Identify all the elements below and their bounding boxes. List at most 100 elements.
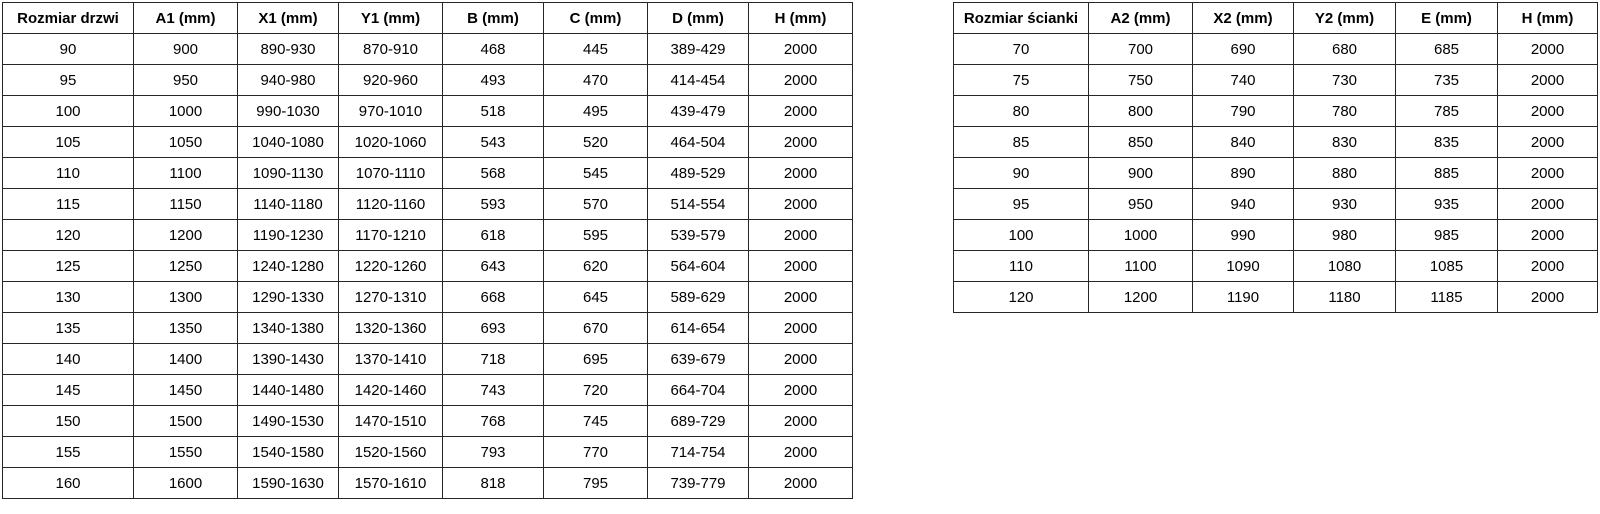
table-cell: 768 bbox=[442, 405, 544, 437]
table-cell: 743 bbox=[442, 374, 544, 406]
table-cell: 1590-1630 bbox=[237, 467, 339, 499]
table-cell: 920-960 bbox=[338, 64, 443, 96]
column-header: H (mm) bbox=[1497, 2, 1598, 34]
table-cell: 818 bbox=[442, 467, 544, 499]
table-row: 110 1100 1090-1130 1070-1110 568 545 489-529 20… bbox=[2, 157, 853, 189]
table-cell: 2000 bbox=[748, 405, 853, 437]
table-cell: 890-930 bbox=[237, 33, 339, 65]
table-cell: 739-779 bbox=[647, 467, 749, 499]
table-cell: 2000 bbox=[1497, 250, 1598, 282]
table-cell: 2000 bbox=[748, 343, 853, 375]
table-cell: 1090-1130 bbox=[237, 157, 339, 189]
table-cell: 1000 bbox=[133, 95, 238, 127]
table-cell: 935 bbox=[1395, 188, 1498, 220]
table-cell: 100 bbox=[2, 95, 134, 127]
table-cell: 870-910 bbox=[338, 33, 443, 65]
table-cell: 130 bbox=[2, 281, 134, 313]
column-header: Rozmiar ścianki bbox=[953, 2, 1089, 34]
table-cell: 120 bbox=[953, 281, 1089, 313]
table-cell: 2000 bbox=[1497, 64, 1598, 96]
table-cell: 489-529 bbox=[647, 157, 749, 189]
table-cell: 1520-1560 bbox=[338, 436, 443, 468]
table-row: 155 1550 1540-1580 1520-1560 793 770 714-754 20… bbox=[2, 436, 853, 468]
table-cell: 545 bbox=[543, 157, 648, 189]
table-cell: 1120-1160 bbox=[338, 188, 443, 220]
table-cell: 800 bbox=[1088, 95, 1193, 127]
table-cell: 2000 bbox=[748, 467, 853, 499]
table-row: 150 1500 1490-1530 1470-1510 768 745 689-729 20… bbox=[2, 405, 853, 437]
column-header: E (mm) bbox=[1395, 2, 1498, 34]
table-row: 115 1150 1140-1180 1120-1160 593 570 514-554 20… bbox=[2, 188, 853, 220]
table-cell: 668 bbox=[442, 281, 544, 313]
table-cell: 1070-1110 bbox=[338, 157, 443, 189]
table-cell: 85 bbox=[953, 126, 1089, 158]
table-cell: 564-604 bbox=[647, 250, 749, 282]
table-cell: 830 bbox=[1293, 126, 1396, 158]
table-cell: 2000 bbox=[748, 64, 853, 96]
table-cell: 795 bbox=[543, 467, 648, 499]
table-cell: 1180 bbox=[1293, 281, 1396, 313]
table-row: 140 1400 1390-1430 1370-1410 718 695 639-679 20… bbox=[2, 343, 853, 375]
column-header: A1 (mm) bbox=[133, 2, 238, 34]
table-cell: 685 bbox=[1395, 33, 1498, 65]
table-cell: 439-479 bbox=[647, 95, 749, 127]
table-cell: 80 bbox=[953, 95, 1089, 127]
table-cell: 2000 bbox=[748, 33, 853, 65]
table-cell: 1170-1210 bbox=[338, 219, 443, 251]
table-cell: 793 bbox=[442, 436, 544, 468]
table-cell: 1140-1180 bbox=[237, 188, 339, 220]
table-cell: 520 bbox=[543, 126, 648, 158]
table-cell: 950 bbox=[133, 64, 238, 96]
column-header: B (mm) bbox=[442, 2, 544, 34]
table-cell: 985 bbox=[1395, 219, 1498, 251]
table-cell: 1600 bbox=[133, 467, 238, 499]
table-cell: 1200 bbox=[1088, 281, 1193, 313]
table-cell: 414-454 bbox=[647, 64, 749, 96]
table-cell: 690 bbox=[1192, 33, 1294, 65]
wall-size-table: Rozmiar ścianki A2 (mm) X2 (mm) Y2 (mm) E (m… bbox=[953, 2, 1598, 313]
table-cell: 1490-1530 bbox=[237, 405, 339, 437]
table-cell: 95 bbox=[2, 64, 134, 96]
table-cell: 445 bbox=[543, 33, 648, 65]
table-cell: 714-754 bbox=[647, 436, 749, 468]
table-cell: 1090 bbox=[1192, 250, 1294, 282]
table-cell: 695 bbox=[543, 343, 648, 375]
table-cell: 1390-1430 bbox=[237, 343, 339, 375]
table-cell: 980 bbox=[1293, 219, 1396, 251]
table-row: 135 1350 1340-1380 1320-1360 693 670 614-654 20… bbox=[2, 312, 853, 344]
table-cell: 664-704 bbox=[647, 374, 749, 406]
table-cell: 1290-1330 bbox=[237, 281, 339, 313]
table-row: 100 1000 990-1030 970-1010 518 495 439-479 2000 bbox=[2, 95, 853, 127]
table-cell: 2000 bbox=[748, 188, 853, 220]
table-cell: 1185 bbox=[1395, 281, 1498, 313]
table-row: 95 950 940 930 935 2000 bbox=[953, 188, 1598, 220]
table-cell: 2000 bbox=[1497, 126, 1598, 158]
table-cell: 1400 bbox=[133, 343, 238, 375]
table-cell: 160 bbox=[2, 467, 134, 499]
table-row: 110 1100 1090 1080 1085 2000 bbox=[953, 250, 1598, 282]
table-cell: 135 bbox=[2, 312, 134, 344]
table-cell: 150 bbox=[2, 405, 134, 437]
table-cell: 70 bbox=[953, 33, 1089, 65]
table-cell: 1150 bbox=[133, 188, 238, 220]
table-cell: 1500 bbox=[133, 405, 238, 437]
table-cell: 570 bbox=[543, 188, 648, 220]
table-cell: 1320-1360 bbox=[338, 312, 443, 344]
table-row: 145 1450 1440-1480 1420-1460 743 720 664-704 20… bbox=[2, 374, 853, 406]
table-row: 160 1600 1590-1630 1570-1610 818 795 739-779 20… bbox=[2, 467, 853, 499]
table-cell: 970-1010 bbox=[338, 95, 443, 127]
table-cell: 495 bbox=[543, 95, 648, 127]
table-cell: 493 bbox=[442, 64, 544, 96]
table-cell: 1550 bbox=[133, 436, 238, 468]
table-cell: 2000 bbox=[748, 374, 853, 406]
table-cell: 720 bbox=[543, 374, 648, 406]
table-cell: 790 bbox=[1192, 95, 1294, 127]
table-cell: 115 bbox=[2, 188, 134, 220]
table-cell: 940-980 bbox=[237, 64, 339, 96]
table-cell: 1570-1610 bbox=[338, 467, 443, 499]
table-cell: 620 bbox=[543, 250, 648, 282]
column-header: H (mm) bbox=[748, 2, 853, 34]
column-header: D (mm) bbox=[647, 2, 749, 34]
table-cell: 2000 bbox=[748, 312, 853, 344]
